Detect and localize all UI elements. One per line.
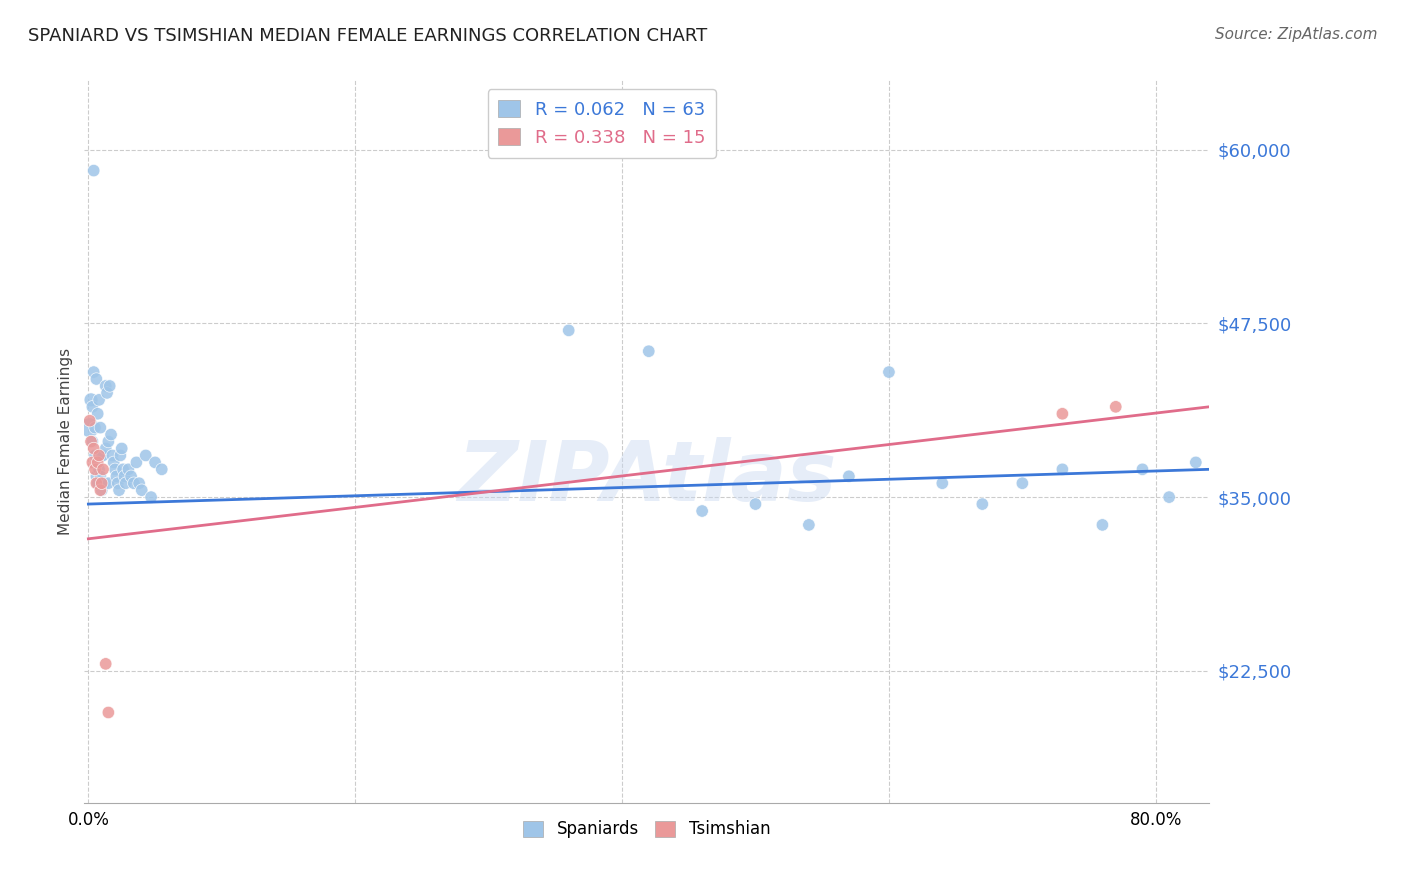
Point bbox=[1091, 517, 1114, 532]
Point bbox=[82, 400, 104, 414]
Point bbox=[103, 455, 125, 469]
Point bbox=[97, 476, 120, 491]
Point bbox=[90, 476, 112, 491]
Point bbox=[128, 476, 150, 491]
Point bbox=[97, 434, 120, 449]
Point bbox=[93, 476, 115, 491]
Point bbox=[86, 476, 108, 491]
Point bbox=[87, 462, 110, 476]
Point bbox=[79, 414, 101, 428]
Point bbox=[94, 657, 117, 671]
Point bbox=[84, 449, 107, 463]
Point bbox=[112, 462, 135, 476]
Point bbox=[122, 476, 145, 491]
Point bbox=[557, 323, 579, 337]
Point bbox=[86, 469, 108, 483]
Point bbox=[82, 455, 104, 469]
Point bbox=[94, 379, 117, 393]
Point bbox=[931, 476, 953, 491]
Point bbox=[114, 476, 136, 491]
Point bbox=[143, 455, 166, 469]
Point bbox=[1105, 400, 1128, 414]
Point bbox=[83, 365, 105, 379]
Point bbox=[125, 455, 148, 469]
Text: ZIPAtlas: ZIPAtlas bbox=[457, 437, 837, 518]
Point bbox=[83, 163, 105, 178]
Point bbox=[972, 497, 994, 511]
Point bbox=[111, 442, 134, 456]
Point bbox=[80, 392, 103, 407]
Point bbox=[89, 483, 111, 498]
Point bbox=[838, 469, 860, 483]
Point bbox=[87, 392, 110, 407]
Point bbox=[100, 427, 122, 442]
Point bbox=[1132, 462, 1154, 476]
Point bbox=[637, 344, 659, 359]
Point bbox=[110, 449, 132, 463]
Point bbox=[139, 490, 162, 504]
Point bbox=[86, 372, 108, 386]
Point bbox=[104, 462, 127, 476]
Point bbox=[82, 434, 104, 449]
Point bbox=[107, 476, 129, 491]
Point bbox=[1159, 490, 1181, 504]
Point bbox=[90, 449, 112, 463]
Legend: Spaniards, Tsimshian: Spaniards, Tsimshian bbox=[516, 814, 778, 845]
Point bbox=[86, 476, 108, 491]
Point bbox=[135, 449, 157, 463]
Point bbox=[131, 483, 153, 498]
Point bbox=[105, 469, 128, 483]
Point bbox=[79, 420, 101, 434]
Point bbox=[80, 434, 103, 449]
Point bbox=[84, 462, 107, 476]
Point bbox=[690, 504, 713, 518]
Point bbox=[797, 517, 820, 532]
Point bbox=[117, 462, 139, 476]
Point bbox=[877, 365, 900, 379]
Point bbox=[84, 420, 107, 434]
Point bbox=[120, 469, 142, 483]
Point bbox=[112, 469, 135, 483]
Point bbox=[1052, 407, 1074, 421]
Point bbox=[89, 420, 111, 434]
Point bbox=[89, 469, 111, 483]
Point bbox=[98, 379, 121, 393]
Point bbox=[83, 442, 105, 456]
Point bbox=[1011, 476, 1033, 491]
Y-axis label: Median Female Earnings: Median Female Earnings bbox=[58, 348, 73, 535]
Point bbox=[86, 455, 108, 469]
Point bbox=[1052, 462, 1074, 476]
Point bbox=[101, 449, 124, 463]
Text: SPANIARD VS TSIMSHIAN MEDIAN FEMALE EARNINGS CORRELATION CHART: SPANIARD VS TSIMSHIAN MEDIAN FEMALE EARN… bbox=[28, 27, 707, 45]
Point bbox=[1185, 455, 1208, 469]
Point bbox=[108, 483, 131, 498]
Point bbox=[86, 407, 108, 421]
Point bbox=[91, 449, 114, 463]
Point bbox=[97, 706, 120, 720]
Point bbox=[91, 462, 114, 476]
Point bbox=[90, 483, 112, 498]
Text: Source: ZipAtlas.com: Source: ZipAtlas.com bbox=[1215, 27, 1378, 42]
Point bbox=[87, 449, 110, 463]
Point bbox=[96, 385, 118, 400]
Point bbox=[150, 462, 173, 476]
Point bbox=[744, 497, 766, 511]
Point bbox=[94, 442, 117, 456]
